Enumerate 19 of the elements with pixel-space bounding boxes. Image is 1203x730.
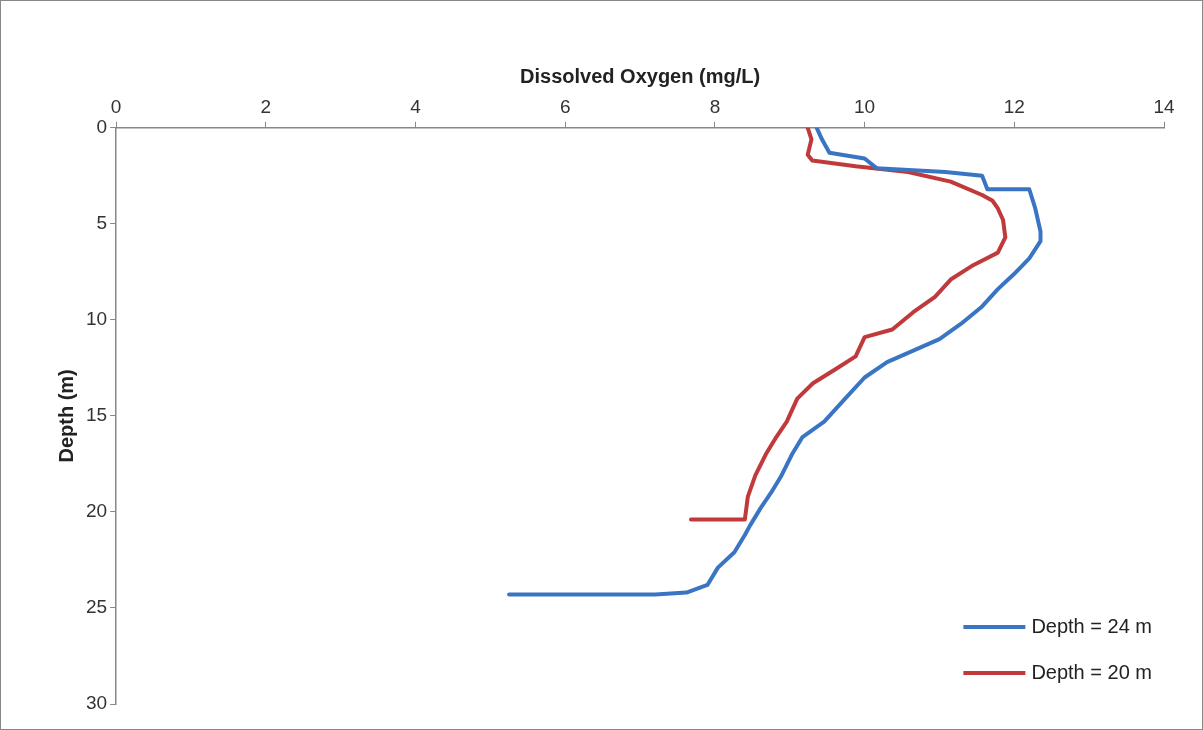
y-axis-title: Depth (m) [54, 369, 77, 463]
x-tick-label: 14 [1153, 95, 1175, 117]
x-tick-label: 0 [110, 95, 122, 117]
legend-label: Depth = 24 m [1031, 614, 1152, 637]
x-tick-label: 2 [260, 95, 272, 117]
y-tick-label: 5 [96, 212, 108, 234]
legend-label: Depth = 20 m [1031, 660, 1152, 683]
y-tick-label: 20 [85, 500, 108, 522]
x-tick-label: 6 [559, 95, 571, 117]
y-tick-label: 10 [85, 308, 108, 330]
x-tick-label: 8 [709, 95, 721, 117]
x-tick-label: 10 [854, 95, 876, 117]
y-tick-label: 15 [85, 404, 108, 426]
y-tick-label: 30 [85, 692, 108, 714]
x-tick-label: 12 [1003, 95, 1025, 117]
y-tick-label: 0 [96, 116, 108, 138]
y-tick-label: 25 [85, 596, 108, 618]
x-tick-label: 4 [410, 95, 422, 117]
x-axis-title: Dissolved Oxygen (mg/L) [520, 64, 761, 87]
